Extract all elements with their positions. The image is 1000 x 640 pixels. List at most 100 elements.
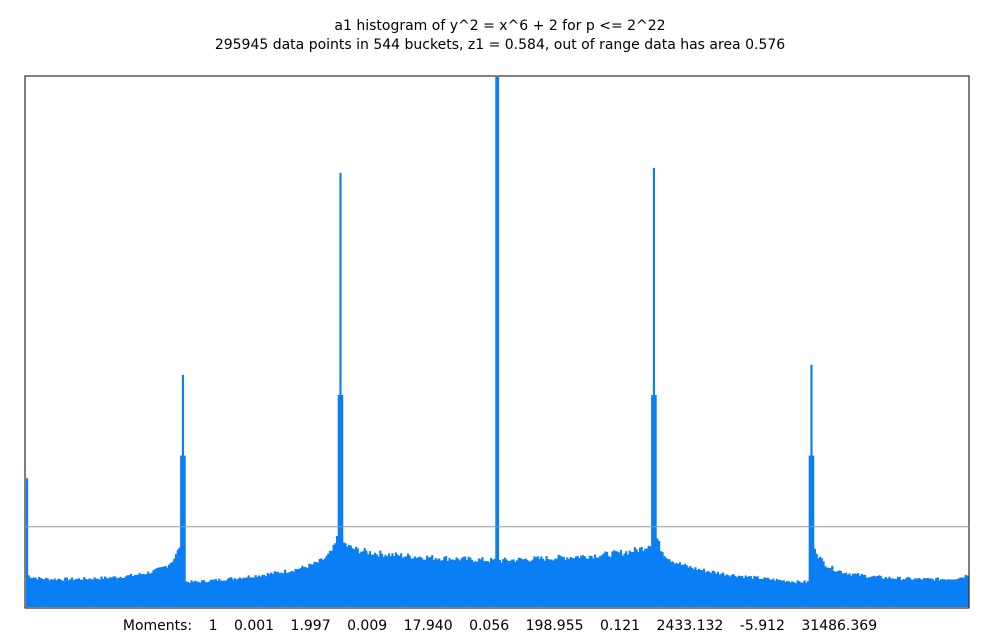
histogram-bar — [897, 576, 900, 607]
histogram-bar — [412, 558, 415, 607]
histogram-bar — [704, 572, 707, 607]
histogram-bar — [245, 577, 249, 607]
histogram-bar — [273, 571, 276, 607]
histogram-bar — [498, 559, 501, 607]
moment-value: 0.001 — [233, 618, 275, 634]
histogram-bar — [55, 580, 58, 607]
histogram-bar — [888, 576, 891, 607]
histogram-bar — [67, 580, 70, 607]
histogram-bar — [817, 558, 820, 607]
histogram-bar — [876, 575, 879, 607]
histogram-bar — [933, 580, 936, 607]
histogram-bar — [916, 578, 919, 607]
histogram-bar — [633, 547, 636, 607]
histogram-bar — [528, 561, 531, 607]
histogram-bar — [593, 554, 597, 607]
histogram-bar — [315, 562, 318, 607]
histogram-bar — [651, 395, 654, 607]
histogram-bar — [961, 577, 964, 607]
histogram-bar — [777, 579, 780, 607]
histogram-bar — [763, 577, 766, 607]
histogram-bar — [41, 578, 44, 607]
histogram-bar — [384, 554, 387, 607]
histogram-bar — [214, 578, 217, 607]
histogram-bar — [213, 579, 216, 607]
histogram-bar — [152, 570, 155, 607]
histogram-bar — [202, 579, 205, 607]
histogram-bar — [58, 579, 62, 607]
histogram-bar — [190, 580, 193, 607]
histogram-bar — [417, 557, 420, 607]
histogram-bar — [311, 564, 314, 607]
histogram-bar — [658, 540, 661, 607]
histogram-bar — [954, 579, 957, 607]
histogram-bar — [839, 570, 842, 607]
histogram-bar — [900, 580, 903, 607]
histogram-bar — [287, 572, 290, 607]
histogram-bar — [142, 573, 145, 607]
histogram-bar — [479, 559, 482, 607]
histogram-bar — [503, 557, 507, 607]
histogram-bar — [711, 570, 714, 607]
moment-value: 17.940 — [403, 618, 453, 634]
histogram-bar — [644, 548, 647, 607]
histogram-bar — [197, 581, 200, 607]
histogram-bar — [599, 556, 602, 607]
histogram-bar — [358, 553, 361, 607]
histogram-bar — [266, 573, 269, 607]
histogram-bar — [469, 557, 472, 607]
histogram-bar — [682, 565, 685, 607]
histogram-bar — [238, 577, 242, 607]
histogram-bar — [187, 581, 190, 607]
histogram-bar — [368, 551, 371, 607]
histogram-bar — [919, 578, 922, 607]
histogram-bar — [57, 578, 60, 607]
histogram-bar — [84, 578, 88, 607]
histogram-bar — [910, 579, 913, 607]
histogram-bar — [129, 573, 133, 607]
histogram-bar — [72, 580, 75, 607]
histogram-bar — [174, 554, 178, 607]
histogram-bar — [625, 551, 628, 607]
histogram-bar — [148, 573, 152, 607]
histogram-bar — [566, 557, 569, 607]
histogram-bar — [914, 578, 917, 607]
histogram-bar — [225, 580, 228, 607]
histogram-bar — [843, 573, 846, 607]
histogram-bar — [942, 579, 945, 607]
histogram-bar — [116, 578, 119, 607]
histogram-bar — [121, 577, 124, 607]
histogram-bar — [296, 569, 299, 607]
histogram-bar — [460, 558, 463, 607]
histogram-bar — [230, 577, 233, 607]
histogram-bar — [183, 455, 186, 607]
histogram-bar — [294, 568, 297, 607]
histogram-bar — [451, 559, 455, 607]
histogram-bar — [398, 555, 401, 607]
histogram-bar — [491, 559, 494, 607]
histogram-bar — [171, 561, 174, 607]
bars-group — [26, 77, 969, 608]
moment-value: 0.121 — [599, 618, 641, 634]
histogram-bar — [292, 571, 295, 607]
histogram-bar — [327, 553, 330, 607]
histogram-bar — [342, 542, 346, 607]
histogram-bar — [637, 551, 640, 607]
histogram-bar — [907, 577, 910, 607]
histogram-bar — [391, 553, 394, 607]
histogram-bar — [199, 582, 202, 607]
histogram-bar — [379, 550, 382, 607]
histogram-bar — [51, 579, 55, 607]
histogram-bar — [538, 558, 541, 607]
histogram-bar — [742, 578, 746, 607]
histogram-bar — [765, 578, 768, 607]
histogram-bar — [709, 572, 713, 607]
histogram-bar — [256, 576, 259, 607]
histogram-bar — [815, 553, 818, 607]
histogram-bar — [472, 561, 475, 607]
histogram-bar — [119, 576, 122, 607]
histogram-bar — [857, 573, 860, 607]
histogram-bar — [252, 577, 255, 607]
histogram-bar — [507, 560, 510, 607]
histogram-bar — [768, 579, 771, 607]
